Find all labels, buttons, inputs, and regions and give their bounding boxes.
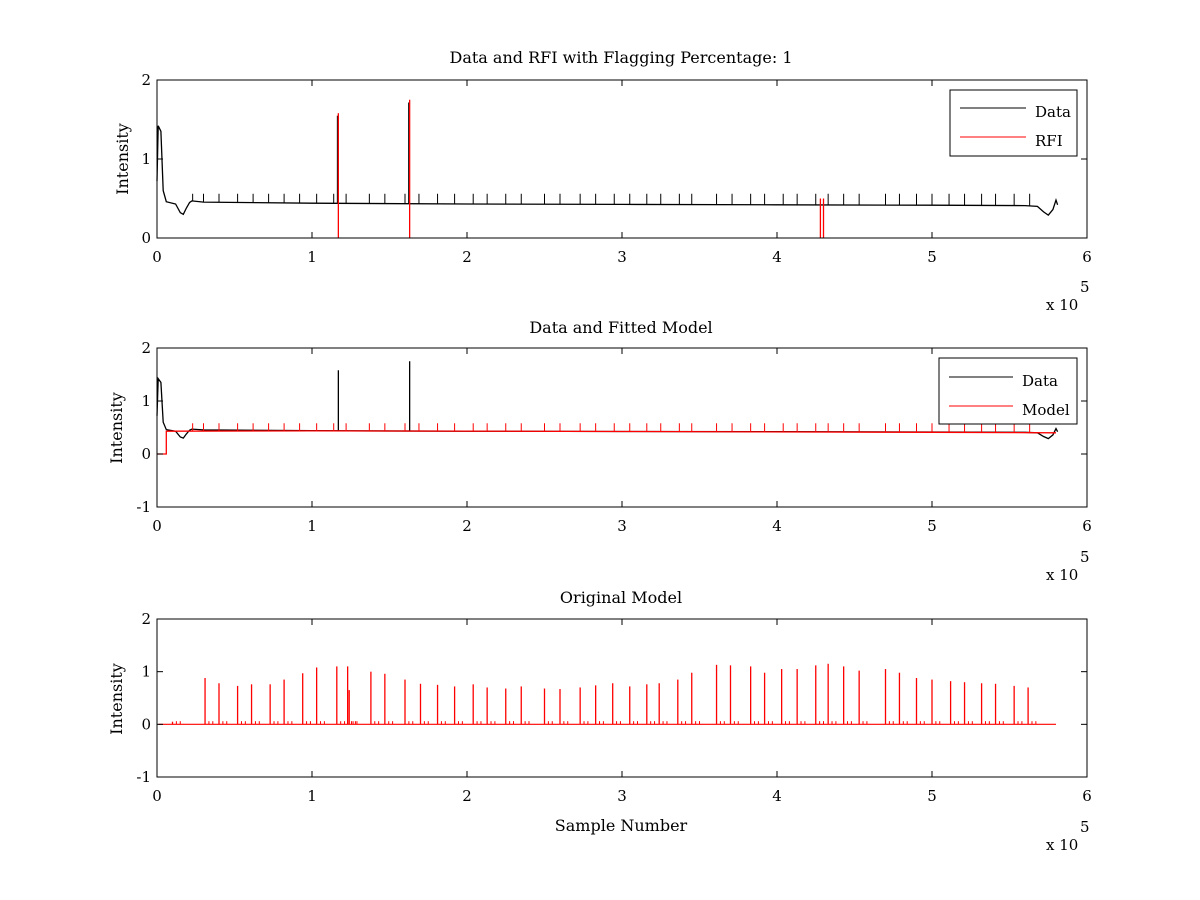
x-tick-label: 5 xyxy=(927,517,937,535)
panel-2-title: Data and Fitted Model xyxy=(529,318,712,337)
panel-3-ylabel: Intensity xyxy=(107,663,126,735)
panel-1-x-exponent: 5 xyxy=(1080,278,1090,296)
panel-3-x-exponent: 5 xyxy=(1080,818,1090,836)
x-tick-label: 6 xyxy=(1082,787,1092,805)
panel-2-legend: Data Model xyxy=(938,357,1078,425)
data-line xyxy=(156,376,1059,440)
y-tick-label: 2 xyxy=(141,610,151,628)
x-tick-label: 5 xyxy=(927,248,937,266)
y-tick-label: 1 xyxy=(141,663,151,681)
legend-box xyxy=(938,357,1078,425)
series-series xyxy=(158,663,1056,725)
x-tick-label: 1 xyxy=(307,787,317,805)
panel-2-x-multiplier: x 10 xyxy=(1046,566,1078,584)
y-tick-label: -1 xyxy=(136,498,151,516)
x-tick-label: 0 xyxy=(152,517,162,535)
x-tick-label: 4 xyxy=(772,517,782,535)
series-data xyxy=(156,361,1059,440)
legend-label-rfi: RFI xyxy=(1035,132,1063,150)
panel-3-title: Original Model xyxy=(560,588,682,607)
data-line xyxy=(156,125,1059,216)
y-tick-label: 1 xyxy=(141,150,151,168)
y-tick-label: 0 xyxy=(141,229,151,247)
y-tick-label: 0 xyxy=(141,445,151,463)
y-tick-label: -1 xyxy=(136,768,151,786)
x-tick-label: 3 xyxy=(617,517,627,535)
x-tick-label: 6 xyxy=(1082,248,1092,266)
x-tick-label: 3 xyxy=(617,787,627,805)
x-tick-label: 4 xyxy=(772,787,782,805)
series-rfi xyxy=(337,99,825,238)
x-tick-label: 2 xyxy=(462,787,472,805)
series-data xyxy=(156,102,1059,216)
panel-2-x-exponent: 5 xyxy=(1080,548,1090,566)
x-tick-label: 1 xyxy=(307,517,317,535)
x-tick-label: 1 xyxy=(307,248,317,266)
legend-label-data: Data xyxy=(1022,372,1058,390)
panel-2-ylabel: Intensity xyxy=(107,392,126,464)
series-model xyxy=(157,423,1057,455)
panel-1-ylabel: Intensity xyxy=(113,123,132,195)
panel-1-plot: 0 1 2 3 4 5 6 0 1 2 xyxy=(141,71,1091,266)
x-tick-label: 6 xyxy=(1082,517,1092,535)
legend-box xyxy=(949,89,1078,157)
x-tick-label: 5 xyxy=(927,787,937,805)
panel-1: Data and RFI with Flagging Percentage: 1… xyxy=(113,48,1092,314)
y-tick-label: 0 xyxy=(141,715,151,733)
x-tick-label: 0 xyxy=(152,787,162,805)
x-tick-label: 2 xyxy=(462,248,472,266)
legend-label-model: Model xyxy=(1022,401,1070,419)
x-tick-label: 0 xyxy=(152,248,162,266)
panel-2: Data and Fitted Model Intensity 0 1 2 3 4 5 6 -… xyxy=(107,318,1092,584)
panel-3-xlabel: Sample Number xyxy=(555,816,688,835)
x-tick-label: 2 xyxy=(462,517,472,535)
model-line xyxy=(157,430,1057,455)
x-tick-label: 4 xyxy=(772,248,782,266)
panel-1-legend: Data RFI xyxy=(949,89,1078,157)
y-tick-label: 1 xyxy=(141,392,151,410)
y-tick-label: 2 xyxy=(141,71,151,89)
panel-1-title: Data and RFI with Flagging Percentage: 1 xyxy=(449,48,792,67)
legend-label-data: Data xyxy=(1035,103,1071,121)
y-tick-label: 2 xyxy=(141,339,151,357)
panel-1-x-multiplier: x 10 xyxy=(1046,296,1078,314)
x-tick-label: 3 xyxy=(617,248,627,266)
panel-3-x-multiplier: x 10 xyxy=(1046,836,1078,854)
